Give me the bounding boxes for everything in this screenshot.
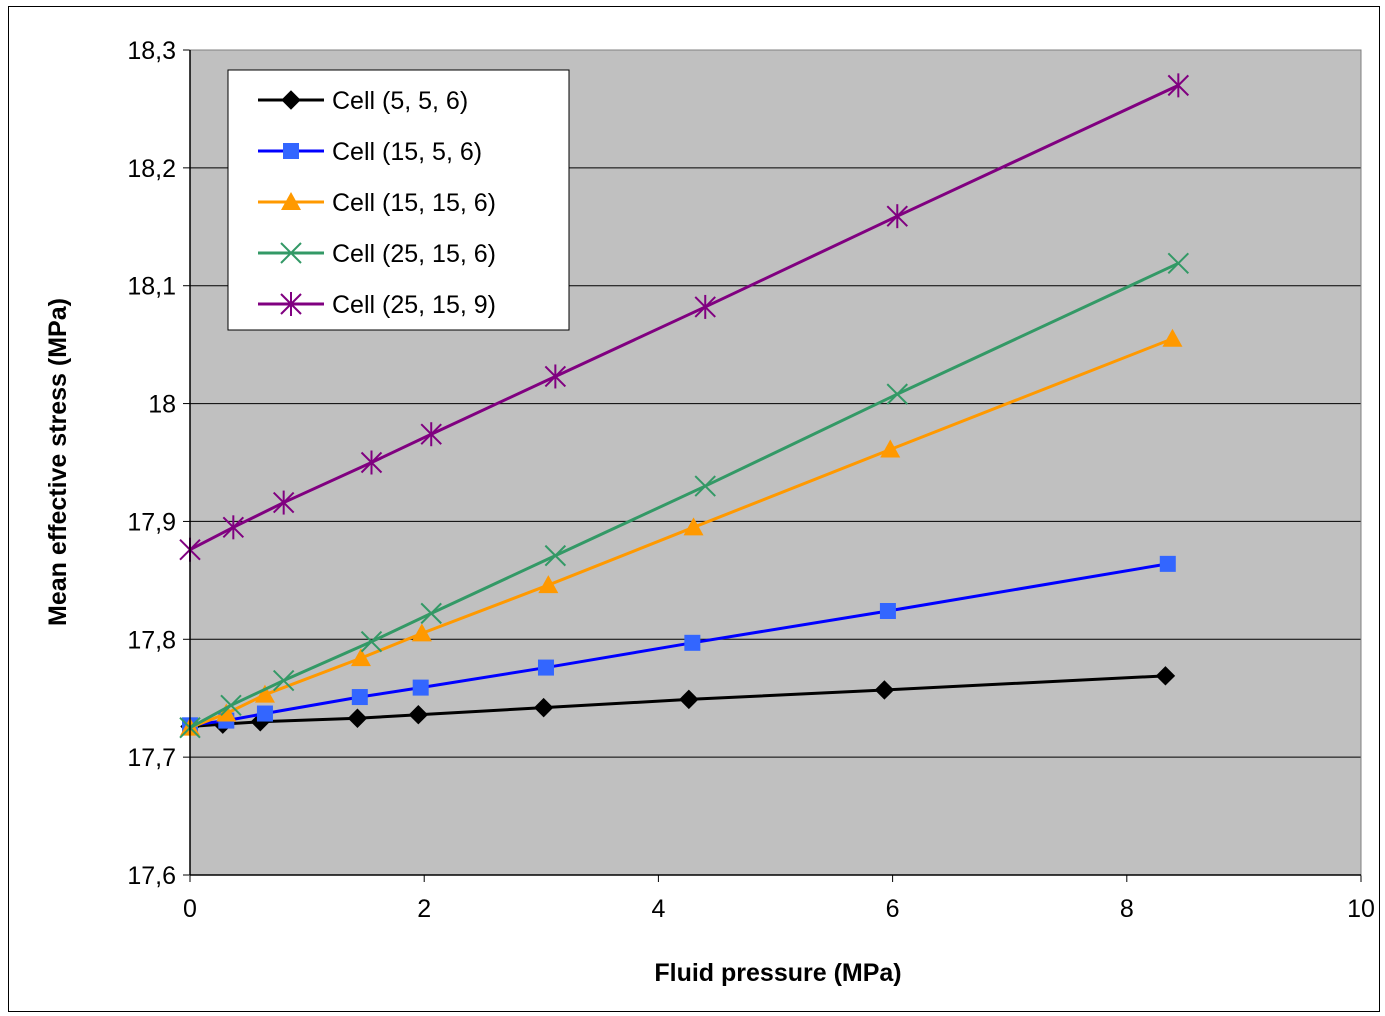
data-point — [350, 648, 371, 667]
y-tick-label: 17,9 — [127, 508, 176, 536]
x-tick-label: 4 — [651, 895, 665, 923]
data-point — [347, 708, 368, 728]
data-point — [694, 475, 716, 497]
data-point — [408, 705, 429, 725]
data-point — [1167, 252, 1190, 275]
axes — [183, 49, 1362, 882]
data-point — [254, 684, 275, 703]
data-point — [411, 623, 432, 642]
y-axis-title: Mean effective stress (MPa) — [44, 298, 72, 626]
x-axis-title: Fluid pressure (MPa) — [654, 959, 901, 987]
legend-entry: Cell (15, 15, 6) — [258, 189, 496, 217]
data-point — [694, 294, 716, 319]
legend-entry: Cell (15, 5, 6) — [258, 138, 482, 166]
data-point — [1159, 555, 1176, 572]
x-tick-label: 0 — [183, 895, 197, 923]
legend-marker — [283, 143, 299, 159]
legend-entry: Cell (25, 15, 6) — [258, 240, 496, 268]
legend-marker — [281, 192, 301, 210]
data-point — [684, 634, 701, 651]
legend: Cell (5, 5, 6) Cell (15, 5, 6) Cell (15, 1… — [227, 69, 570, 331]
data-point — [360, 630, 383, 653]
data-point — [679, 689, 699, 710]
x-tick-label: 2 — [417, 895, 431, 923]
data-point — [256, 705, 273, 722]
data-point — [544, 544, 567, 567]
y-tick-label: 18,1 — [127, 273, 176, 301]
data-point — [360, 450, 383, 475]
y-tick-label: 17,6 — [127, 862, 176, 890]
data-point — [1162, 328, 1183, 347]
data-point — [272, 490, 295, 515]
y-tick-label: 17,7 — [127, 744, 176, 772]
y-tick-label: 18 — [148, 391, 176, 419]
legend-entry: Cell (5, 5, 6) — [258, 87, 468, 115]
legend-marker — [280, 292, 302, 316]
data-point — [683, 517, 704, 536]
y-tick-label: 18,3 — [127, 37, 176, 65]
x-tick-label: 6 — [886, 895, 900, 923]
legend-label: Cell (5, 5, 6) — [332, 87, 468, 115]
tick-labels: 17,6 17,7 17,8 17,9 18 18,1 18,2 18,3 0 2 4 6 8 10 — [127, 37, 1375, 923]
data-point — [420, 422, 442, 447]
series-4 — [179, 252, 1190, 739]
data-point — [874, 680, 895, 700]
y-tick-label: 18,2 — [127, 155, 176, 183]
legend-label: Cell (15, 5, 6) — [332, 138, 482, 166]
data-point — [880, 439, 901, 458]
x-tick-label: 8 — [1120, 895, 1134, 923]
series-group — [179, 73, 1190, 739]
data-point — [537, 659, 554, 676]
data-point — [220, 694, 242, 716]
legend-entry: Cell (25, 15, 9) — [258, 291, 496, 319]
y-tick-label: 17,8 — [127, 626, 176, 654]
legend-label: Cell (15, 15, 6) — [332, 189, 496, 217]
data-point — [1155, 666, 1176, 686]
legend-marker — [280, 242, 302, 264]
data-point — [544, 364, 567, 389]
data-point — [1167, 73, 1190, 98]
data-point — [216, 703, 237, 722]
data-point — [272, 669, 295, 692]
series-3 — [180, 328, 1183, 736]
data-point — [886, 204, 908, 229]
data-point — [879, 603, 896, 619]
data-point — [222, 515, 245, 540]
legend-box — [227, 69, 570, 331]
data-point — [538, 575, 559, 594]
data-point — [351, 689, 368, 706]
legend-label: Cell (25, 15, 6) — [332, 240, 496, 268]
legend-label: Cell (25, 15, 9) — [332, 291, 496, 319]
data-point — [420, 602, 442, 625]
data-point — [412, 679, 429, 696]
data-point — [886, 383, 908, 405]
x-tick-label: 10 — [1347, 895, 1375, 923]
legend-marker — [281, 90, 301, 110]
data-point — [533, 697, 554, 718]
